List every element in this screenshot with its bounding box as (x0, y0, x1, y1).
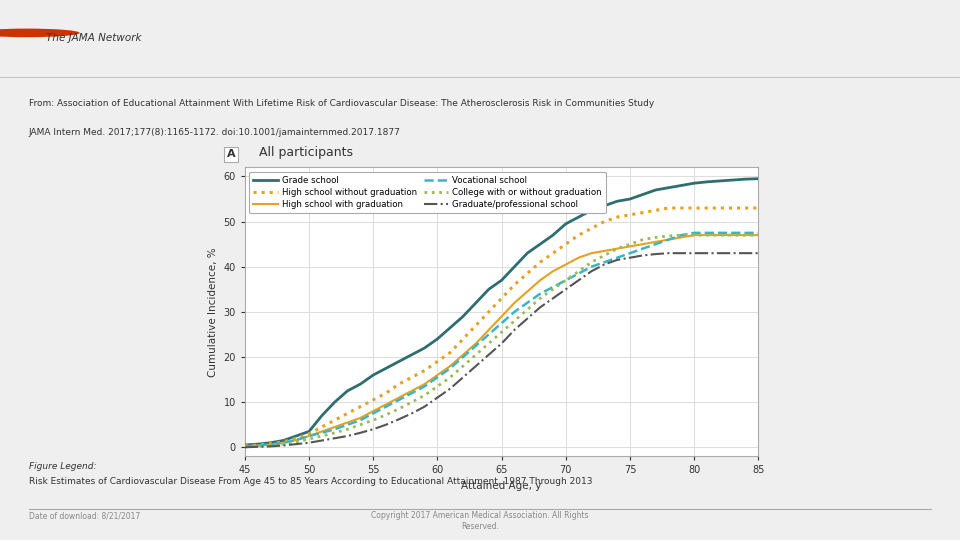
X-axis label: Attained Age, y: Attained Age, y (462, 481, 541, 491)
Text: Date of download: 8/21/2017: Date of download: 8/21/2017 (29, 511, 140, 521)
Circle shape (0, 29, 80, 37)
Y-axis label: Cumulative Incidence, %: Cumulative Incidence, % (208, 247, 218, 377)
Text: The JAMA Network: The JAMA Network (46, 32, 141, 43)
Text: JAMA Intern Med. 2017;177(8):1165-1172. doi:10.1001/jamainternmed.2017.1877: JAMA Intern Med. 2017;177(8):1165-1172. … (29, 128, 400, 137)
Legend: Grade school, High school without graduation, High school with graduation, Vocat: Grade school, High school without gradua… (249, 172, 606, 213)
Text: Risk Estimates of Cardiovascular Disease From Age 45 to 85 Years According to Ed: Risk Estimates of Cardiovascular Disease… (29, 477, 592, 486)
Text: Copyright 2017 American Medical Association. All Rights
Reserved.: Copyright 2017 American Medical Associat… (372, 511, 588, 531)
Text: Figure Legend:: Figure Legend: (29, 462, 96, 471)
Text: From: Association of Educational Attainment With Lifetime Risk of Cardiovascular: From: Association of Educational Attainm… (29, 99, 654, 107)
Text: A: A (227, 149, 235, 159)
Text: All participants: All participants (259, 146, 353, 159)
